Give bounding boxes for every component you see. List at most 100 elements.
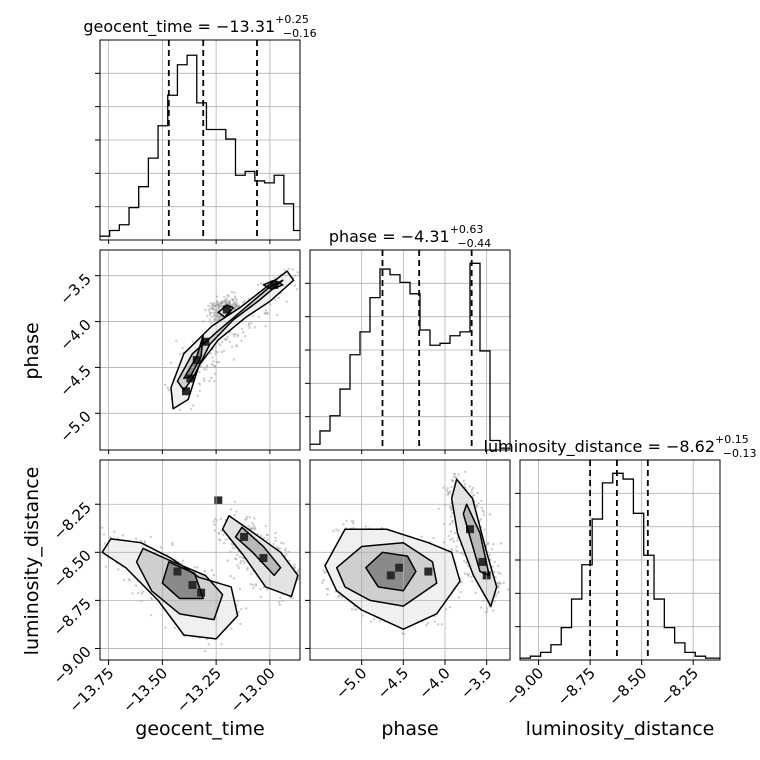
contour-line [221, 515, 299, 598]
scatter-point [278, 547, 282, 550]
scatter-point [474, 591, 477, 595]
data-layer [100, 40, 720, 660]
scatter-point [240, 339, 243, 343]
scatter-point [259, 282, 263, 285]
scatter-point [243, 518, 247, 521]
scatter-point [493, 560, 496, 564]
x-axis-label-geocent-time: geocent_time [135, 718, 264, 740]
scatter-point [490, 548, 494, 551]
scatter-point [287, 267, 290, 271]
scatter-point [207, 308, 211, 311]
scatter-point [123, 578, 126, 582]
histogram-step-luminosity-distance [520, 472, 720, 659]
scatter-point [323, 571, 326, 574]
scatter-point [216, 350, 219, 354]
scatter-point [450, 549, 453, 552]
scatter-point [296, 271, 300, 274]
scatter-point [203, 379, 206, 383]
scatter-point [117, 568, 120, 571]
x-tick-label: −8.50 [605, 664, 650, 709]
scatter-point [459, 590, 462, 594]
scatter-point [192, 404, 195, 407]
contour-line [170, 270, 295, 410]
scatter-point [254, 584, 258, 587]
contour-line [176, 279, 284, 392]
scatter-point [475, 505, 479, 509]
scatter-point [479, 606, 483, 609]
scatter-point [179, 352, 182, 356]
scatter-point [215, 318, 219, 321]
scatter-point [499, 542, 503, 545]
scatter-point [462, 479, 465, 482]
scatter-point [463, 483, 467, 486]
scatter-point [232, 577, 236, 580]
contour-line [234, 526, 282, 577]
scatter-point [452, 540, 456, 543]
scatter-point [167, 388, 170, 392]
scatter-point [213, 311, 216, 314]
scatter-point [207, 643, 210, 646]
scatter-point [234, 306, 237, 309]
scatter-point [227, 294, 230, 298]
scatter-point [457, 473, 460, 476]
scatter-point [242, 559, 245, 562]
scatter-point [207, 304, 210, 308]
scatter-point [248, 516, 251, 519]
scatter-point [230, 290, 234, 294]
scatter-point [235, 298, 238, 302]
scatter-point [491, 609, 495, 612]
scatter-point [239, 555, 242, 559]
scatter-point [213, 523, 216, 526]
scatter-point [291, 597, 295, 600]
scatter-point [264, 309, 267, 312]
grid-layer [100, 40, 720, 660]
scatter-point [243, 299, 246, 303]
scatter-point [231, 345, 234, 349]
scatter-point [494, 576, 497, 579]
scatter-point [244, 334, 247, 338]
scatter-point [229, 574, 232, 578]
scatter-point [259, 534, 263, 538]
scatter-point [482, 513, 485, 517]
scatter-point [284, 549, 287, 552]
scatter-point [210, 315, 214, 319]
contour-line [450, 478, 498, 607]
contour-line [101, 538, 239, 640]
scatter-point [445, 489, 448, 492]
scatter-point [226, 559, 229, 562]
scatter-point [297, 568, 300, 571]
scatter-point [453, 531, 456, 535]
scatter-point [209, 352, 212, 355]
scatter-point [181, 559, 185, 562]
scatter-point [210, 321, 214, 324]
scatter-point [457, 596, 461, 599]
scatter-point [249, 582, 252, 586]
x-tick-label: −9.00 [502, 664, 547, 709]
scatter-point [274, 298, 277, 301]
scatter-point [470, 491, 473, 494]
scatter-point [463, 559, 466, 563]
scatter-point [275, 545, 279, 549]
scatter-point [241, 301, 245, 304]
scatter-point [491, 565, 494, 569]
scatter-point [322, 569, 325, 572]
scatter-point [232, 333, 235, 336]
scatter-point [239, 622, 242, 626]
scatter-point [243, 561, 246, 564]
scatter-point [334, 528, 338, 531]
scatter-point [198, 383, 202, 386]
scatter-point [208, 318, 212, 321]
scatter-point [104, 565, 108, 568]
scatter-point [240, 608, 243, 611]
scatter-point [236, 302, 239, 305]
scatter-point [499, 582, 502, 585]
scatter-point [240, 327, 244, 331]
scatter-point [274, 539, 277, 543]
scatter-point [401, 632, 404, 635]
scatter-point [253, 326, 257, 329]
frames-layer [95, 39, 721, 665]
contour-line [135, 547, 224, 621]
scatter-point [134, 584, 138, 587]
scatter-point [233, 335, 236, 338]
